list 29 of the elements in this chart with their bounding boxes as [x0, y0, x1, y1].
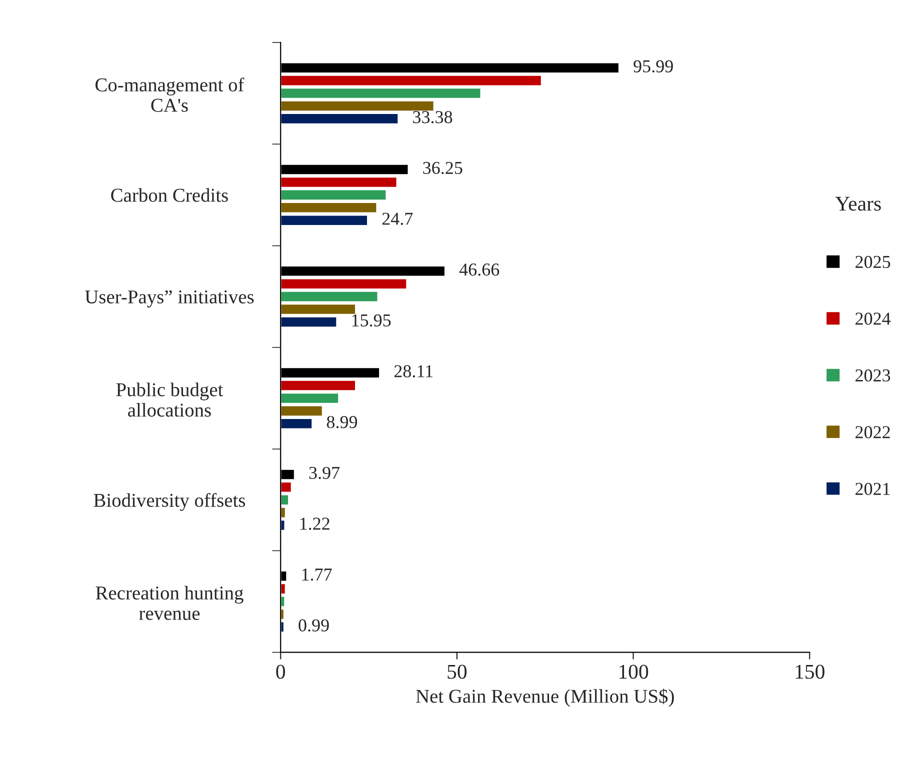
x-tick-label: 150	[796, 664, 824, 679]
legend-label: 2021	[856, 482, 890, 496]
y-tick-label: Biodiversity offsets	[94, 493, 246, 511]
legend-label: 2025	[856, 256, 890, 268]
data-label: 33.38	[413, 111, 452, 124]
y-tick-label: Co-management of CA's	[96, 78, 244, 112]
legend-label: 2023	[856, 369, 890, 382]
data-label: 8.99	[326, 416, 358, 428]
data-label: 28.11	[394, 365, 432, 378]
data-label: 46.66	[459, 264, 500, 276]
x-tick-label: 50	[448, 664, 467, 679]
x-tick-label: 0	[276, 664, 286, 679]
y-tick-label: User-Pays” initiatives	[85, 290, 254, 308]
legend-label: 2022	[856, 426, 890, 438]
y-tick-label: Carbon Credits	[111, 188, 228, 202]
data-label: 0.99	[298, 619, 329, 632]
data-label: 1.77	[302, 568, 332, 581]
data-label: 36.25	[423, 162, 462, 174]
data-label: 95.99	[634, 60, 673, 72]
data-label: 15.95	[352, 314, 391, 327]
legend-label: 2024	[856, 312, 891, 325]
x-tick-label: 100	[619, 664, 648, 679]
x-axis-title: Net Gain Revenue (Million US$)	[416, 688, 674, 707]
y-tick-label: Public budget allocations	[116, 382, 224, 417]
data-label: 1.22	[300, 518, 330, 530]
legend-title: Years	[835, 196, 881, 211]
data-label: 24.7	[382, 212, 413, 225]
data-label: 3.97	[309, 466, 340, 480]
y-tick-label: Recreation hunting revenue	[96, 586, 244, 620]
